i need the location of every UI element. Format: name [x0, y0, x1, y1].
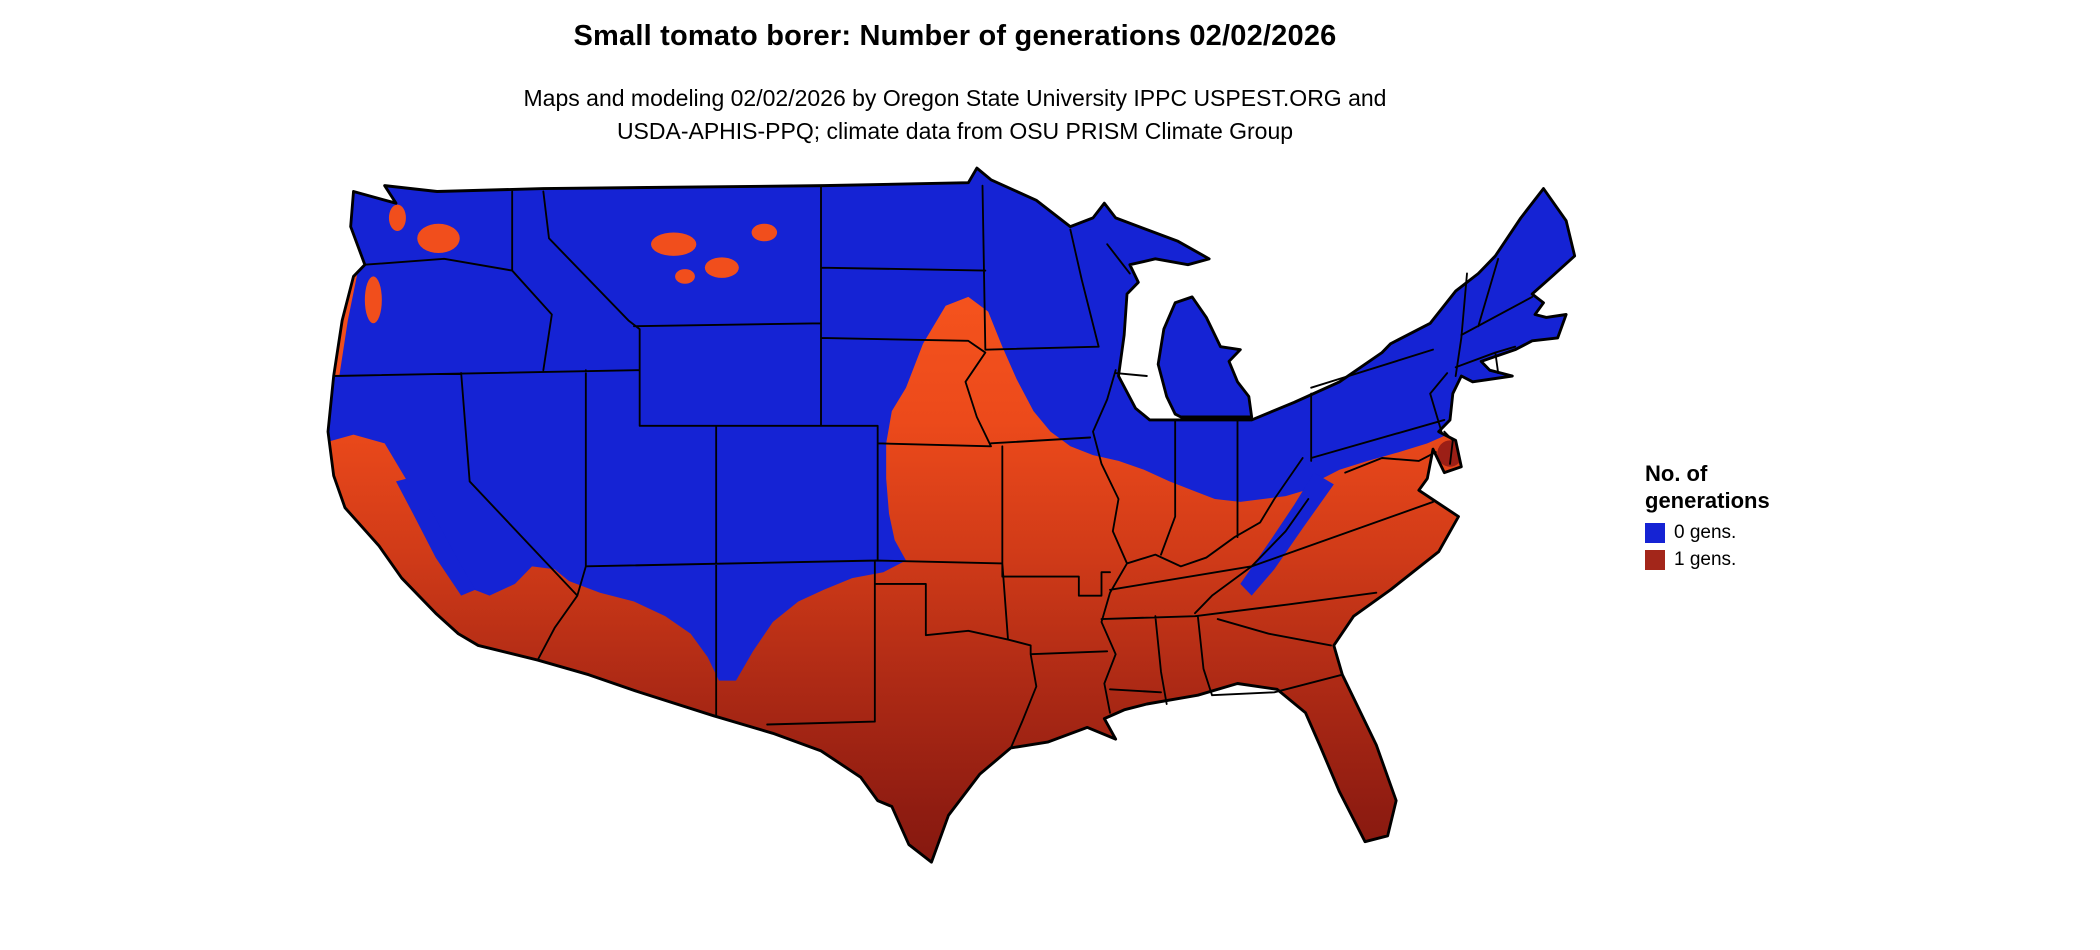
- swatch-color-1-gens: [1645, 549, 1665, 570]
- legend-title-line-2: generations: [1645, 488, 1770, 513]
- legend-label-0-gens: 0 gens.: [1674, 522, 1737, 543]
- state-boundaries: [332, 184, 1534, 749]
- legend-label-1-gens: 1 gens.: [1674, 549, 1737, 570]
- appalachian-cold-patch: [1240, 472, 1334, 596]
- legend-swatch-0-gens: [1645, 522, 1665, 543]
- michigan-outline: [1156, 295, 1254, 419]
- us-generations-map: [260, 130, 1620, 950]
- legend-title-line-1: No. of: [1645, 461, 1708, 486]
- legend-items: 0 gens. 1 gens.: [1645, 522, 1770, 570]
- legend-item-1-gens: 1 gens.: [1645, 549, 1770, 570]
- us-map-svg: [326, 166, 1577, 864]
- legend-item-0-gens: 0 gens.: [1645, 522, 1770, 543]
- montana-warm-patch-1: [651, 232, 697, 256]
- montana-warm-patch-3: [751, 223, 778, 242]
- legend: No. of generations 0 gens. 1 gens.: [1645, 460, 1770, 576]
- legend-swatch-1-gens: [1645, 549, 1665, 570]
- swatch-color-0-gens: [1645, 522, 1665, 543]
- puget-sound-warm-patch: [388, 204, 406, 232]
- us-border-outline: [326, 166, 1577, 864]
- map-title: Small tomato borer: Number of generation…: [573, 20, 1337, 52]
- subtitle-line-2: USDA-APHIS-PPQ; climate data from OSU PR…: [616, 118, 1294, 144]
- subtitle-line-1: Maps and modeling 02/02/2026 by Oregon S…: [523, 85, 1387, 111]
- columbia-basin-warm-patch: [417, 223, 460, 253]
- map-subtitle: Maps and modeling 02/02/2026 by Oregon S…: [305, 82, 1605, 148]
- montana-warm-patch-2: [704, 257, 739, 278]
- montana-warm-patch-4: [675, 269, 695, 284]
- sierra-nevada-cold-patch: [396, 478, 476, 596]
- willamette-valley-warm-patch: [364, 276, 382, 324]
